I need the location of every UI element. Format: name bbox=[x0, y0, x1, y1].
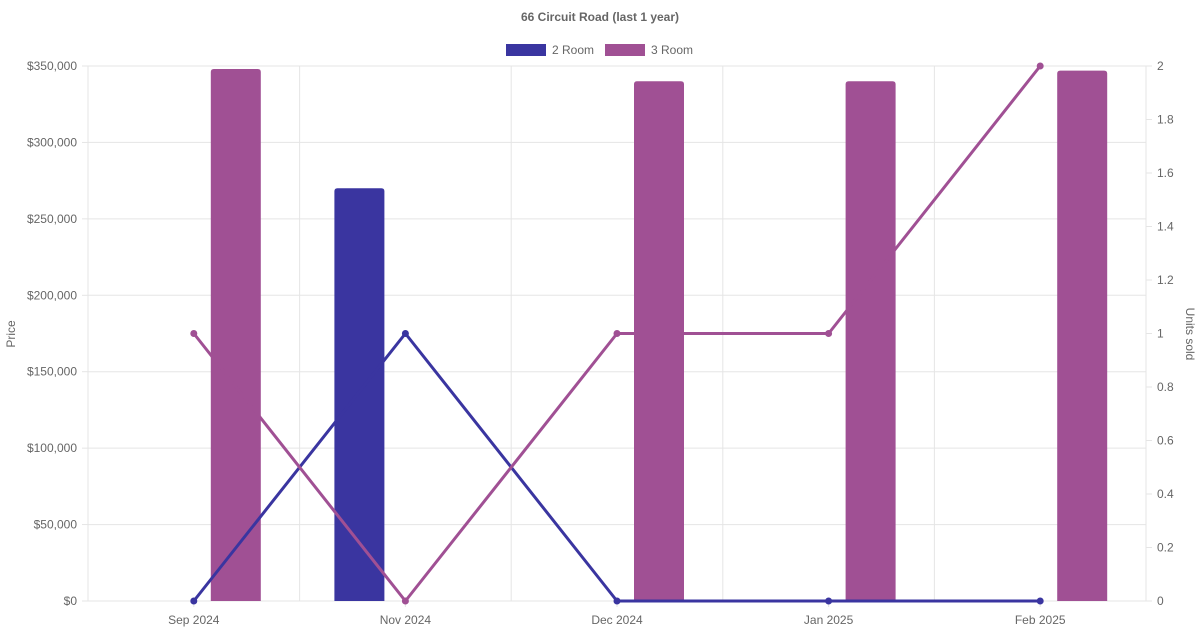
x-tick-label: Feb 2025 bbox=[1015, 613, 1066, 627]
y2-tick-label: 0.6 bbox=[1157, 434, 1174, 448]
y-tick-label: $250,000 bbox=[27, 212, 77, 226]
y2-tick-label: 1 bbox=[1157, 327, 1164, 341]
y2-tick-label: 0.4 bbox=[1157, 487, 1174, 501]
point-3-room[interactable] bbox=[401, 597, 409, 605]
y-tick-label: $50,000 bbox=[34, 518, 78, 532]
chart-title: 66 Circuit Road (last 1 year) bbox=[521, 10, 679, 24]
y-tick-label: $100,000 bbox=[27, 441, 77, 455]
point-3-room[interactable] bbox=[1036, 62, 1044, 70]
y2-tick-label: 1.8 bbox=[1157, 113, 1174, 127]
unit-lines bbox=[190, 62, 1044, 605]
bar-3-room[interactable] bbox=[210, 69, 261, 602]
bars bbox=[210, 69, 1108, 602]
point-2-room[interactable] bbox=[401, 330, 409, 337]
point-3-room[interactable] bbox=[825, 330, 833, 337]
bar-3-room[interactable] bbox=[634, 81, 684, 602]
point-2-room[interactable] bbox=[825, 597, 833, 605]
point-3-room[interactable] bbox=[613, 330, 621, 337]
y-tick-label: $300,000 bbox=[27, 135, 77, 149]
y-axis-title: Price bbox=[4, 320, 18, 348]
x-tick-label: Dec 2024 bbox=[591, 613, 643, 627]
point-2-room[interactable] bbox=[613, 597, 621, 605]
y2-tick-label: 1.6 bbox=[1157, 166, 1174, 180]
y2-axis-ticks: 0 0.2 0.4 0.6 0.8 1 1.2 1.4 1.6 1.8 2 bbox=[1146, 59, 1174, 608]
x-tick-label: Nov 2024 bbox=[380, 613, 432, 627]
x-tick-label: Sep 2024 bbox=[168, 613, 220, 627]
y2-axis-title: Units sold bbox=[1183, 308, 1197, 361]
legend: 2 Room 3 Room bbox=[506, 43, 693, 57]
y2-tick-label: 0.8 bbox=[1157, 380, 1174, 394]
y-tick-label: $350,000 bbox=[27, 59, 77, 73]
line-2-room bbox=[192, 332, 1041, 603]
x-tick-label: Jan 2025 bbox=[804, 613, 854, 627]
legend-swatch-3-room[interactable] bbox=[605, 44, 645, 56]
bar-3-room[interactable] bbox=[845, 81, 896, 602]
y-tick-label: $200,000 bbox=[27, 288, 77, 302]
y2-tick-label: 0 bbox=[1157, 594, 1164, 608]
y2-tick-label: 0.2 bbox=[1157, 541, 1174, 555]
bar-3-room[interactable] bbox=[1057, 70, 1108, 602]
point-2-room[interactable] bbox=[1036, 597, 1044, 605]
y2-tick-label: 1.2 bbox=[1157, 273, 1174, 287]
legend-label-3-room[interactable]: 3 Room bbox=[651, 43, 693, 57]
point-2-room[interactable] bbox=[190, 597, 198, 605]
y-axis-ticks: $0 $50,000 $100,000 $150,000 $200,000 $250,00… bbox=[27, 59, 88, 608]
x-axis-ticks: Sep 2024 Nov 2024 Dec 2024 Jan 2025 Feb 2025 bbox=[168, 601, 1066, 627]
legend-swatch-2-room[interactable] bbox=[506, 44, 546, 56]
legend-label-2-room[interactable]: 2 Room bbox=[552, 43, 594, 57]
point-3-room[interactable] bbox=[190, 330, 198, 337]
y-tick-label: $150,000 bbox=[27, 365, 77, 379]
y2-tick-label: 1.4 bbox=[1157, 220, 1174, 234]
bar-2-room[interactable] bbox=[334, 188, 385, 602]
y-tick-label: $0 bbox=[64, 594, 78, 608]
y2-tick-label: 2 bbox=[1157, 59, 1164, 73]
